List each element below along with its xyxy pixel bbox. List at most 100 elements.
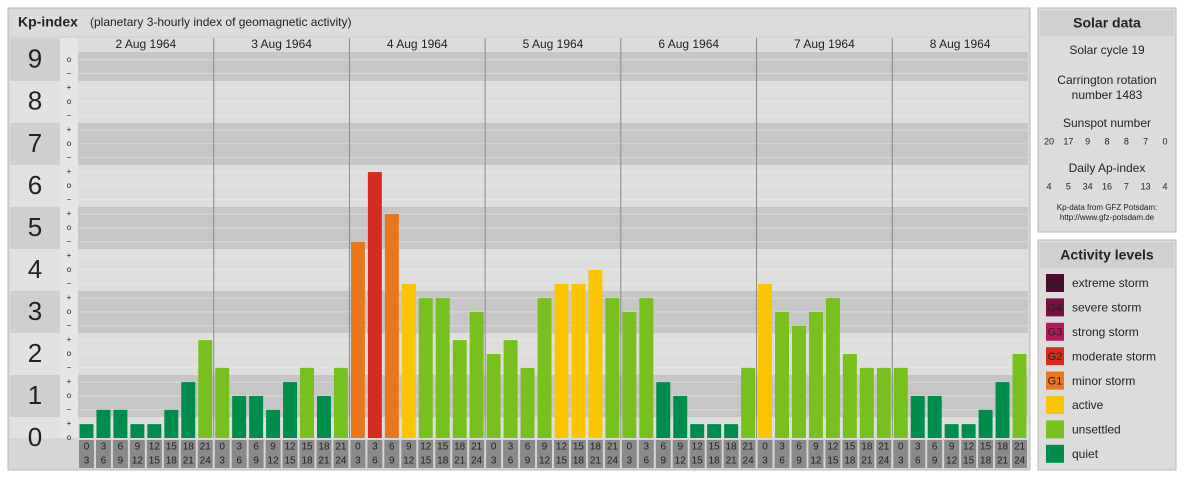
hour-label: 15 — [692, 456, 704, 467]
sunspot-value: 20 — [1044, 136, 1054, 146]
bar — [605, 298, 620, 438]
legend-label: strong storm — [1072, 325, 1139, 339]
hour-label: 18 — [997, 442, 1009, 453]
hour-label: 21 — [878, 442, 890, 453]
sunspot-value: 0 — [1162, 136, 1167, 146]
day-header — [78, 38, 1028, 52]
hour-label: 15 — [980, 442, 992, 453]
bar — [520, 367, 535, 438]
hour-label: 15 — [556, 456, 568, 467]
hour-label: 12 — [810, 456, 822, 467]
bar — [775, 311, 789, 438]
hour-label: 12 — [268, 456, 280, 467]
hour-label: 21 — [183, 456, 195, 467]
hour-label: 6 — [915, 456, 921, 467]
hour-label: 0 — [219, 442, 225, 453]
hour-box — [740, 440, 756, 468]
bar — [418, 298, 433, 438]
hour-label: 18 — [573, 456, 585, 467]
hour-label: 3 — [372, 442, 378, 453]
hour-box — [197, 440, 213, 468]
hour-label: 9 — [253, 456, 259, 467]
legend-swatch — [1046, 274, 1064, 292]
hour-label: 18 — [166, 456, 178, 467]
ap-value: 4 — [1162, 181, 1167, 191]
hour-label: 3 — [236, 442, 242, 453]
hour-label: 24 — [878, 456, 890, 467]
hour-label: 9 — [270, 442, 276, 453]
hour-box — [638, 440, 654, 468]
hour-box — [214, 440, 230, 468]
hour-label: 21 — [607, 442, 619, 453]
bar — [927, 395, 942, 438]
source: http://www.gfz-potsdam.de — [1060, 213, 1155, 222]
hour-label: 18 — [454, 442, 466, 453]
bar — [181, 382, 196, 438]
bar — [758, 283, 773, 438]
hour-box — [435, 440, 451, 468]
hour-label: 21 — [318, 456, 330, 467]
hour-label: 24 — [607, 456, 619, 467]
hour-label: 18 — [861, 442, 873, 453]
day-label: 7 Aug 1964 — [794, 37, 855, 51]
minor-col — [60, 38, 78, 438]
hour-box — [944, 440, 960, 468]
hour-label: 18 — [301, 456, 313, 467]
minor-tick-label: − — [67, 363, 72, 372]
bar — [859, 367, 874, 438]
bar — [656, 382, 671, 438]
hour-box — [503, 440, 519, 468]
hour-box — [469, 440, 485, 468]
digit-band — [10, 374, 60, 417]
hour-box — [978, 440, 994, 468]
hour-label: 6 — [796, 442, 802, 453]
day-label: 3 Aug 1964 — [251, 37, 312, 51]
hour-label: 9 — [660, 456, 666, 467]
ap-title: Daily Ap-index — [1069, 161, 1146, 175]
hour-label: 6 — [236, 456, 242, 467]
levels-header — [1040, 242, 1174, 268]
ap-value: 4 — [1046, 181, 1051, 191]
legend-label: quiet — [1072, 447, 1099, 461]
bar — [283, 382, 298, 438]
hour-label: 15 — [709, 442, 721, 453]
minor-tick-label: − — [67, 405, 72, 414]
y-tick-label: 2 — [28, 338, 42, 368]
hour-label: 9 — [542, 442, 548, 453]
bar — [300, 367, 314, 438]
digit-band — [10, 332, 60, 375]
hour-label: 3 — [219, 456, 225, 467]
hour-label: 9 — [949, 442, 955, 453]
bar — [96, 409, 111, 438]
minor-tick-label: o — [67, 181, 72, 190]
hour-box — [282, 440, 298, 468]
hour-label: 21 — [726, 456, 738, 467]
day-label: 5 Aug 1964 — [523, 37, 584, 51]
minor-tick-label: − — [67, 69, 72, 78]
minor-tick-label: + — [67, 377, 72, 386]
minor-tick-label: + — [67, 335, 72, 344]
hour-label: 12 — [675, 456, 687, 467]
hour-label: 15 — [166, 442, 178, 453]
hour-label: 18 — [844, 456, 856, 467]
bar — [724, 424, 739, 438]
day-label: 4 Aug 1964 — [387, 37, 448, 51]
minor-tick-label: o — [67, 223, 72, 232]
bar — [435, 298, 450, 438]
minor-tick-label: + — [67, 167, 72, 176]
bar — [876, 367, 891, 438]
legend-label: unsettled — [1072, 423, 1121, 437]
hour-label: 0 — [898, 442, 904, 453]
hour-box — [367, 440, 383, 468]
sunspot-value: 17 — [1063, 136, 1073, 146]
minor-tick-label: o — [67, 307, 72, 316]
hour-label: 21 — [590, 456, 602, 467]
bar — [825, 298, 840, 438]
ap-value: 13 — [1141, 181, 1151, 191]
hour-box — [452, 440, 468, 468]
y-tick-label: 8 — [28, 86, 42, 116]
hour-box — [401, 440, 417, 468]
hour-label: 3 — [627, 456, 633, 467]
minor-tick-label: − — [67, 195, 72, 204]
